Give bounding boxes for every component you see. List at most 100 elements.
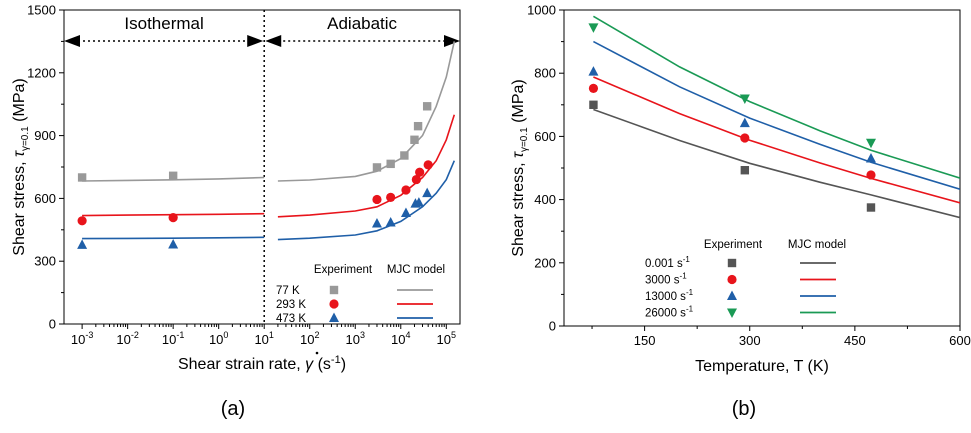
y-tick-label-b: 200 [534,255,556,270]
x-tick-label-a: 104 [391,330,410,347]
y-tick-label-a: 600 [34,191,56,206]
y-tick-label-b: 800 [534,66,556,81]
chart-a: 0 300 600 900 1200 1500 10-3 10-2 10-1 100 101 102 1… [11,3,461,373]
y-tick-label-b: 1000 [527,3,556,18]
legend-label: 293 K [276,299,306,311]
data-point [739,117,750,128]
x-tick-label-a: 105 [437,330,456,347]
y-tick-label-a: 1200 [27,65,56,80]
data-point [589,100,598,109]
legend-marker [329,299,339,309]
plot-area-a [77,41,456,249]
x-tick-label-a: 100 [209,330,228,347]
data-point [168,171,178,180]
data-point [740,166,750,175]
x-tick-label-b: 450 [844,333,866,348]
panel-label-b: (b) [732,398,756,420]
data-point [371,218,382,228]
legend-header-model: MJC model [788,239,846,251]
legend-header-experiment: Experiment [314,264,373,276]
data-point [410,135,419,144]
y-tick-label-a: 300 [34,254,56,269]
y-tick-label-b: 0 [549,319,556,334]
legend-label: 77 K [276,285,300,297]
region-label-isothermal: Isothermal [124,14,203,33]
model-line [277,114,456,218]
plot-area-b [588,15,960,219]
arrow-head-left-icon [265,35,282,47]
y-tick-label-a: 0 [49,317,56,332]
data-point [865,138,876,149]
x-tick-label-b: 300 [739,333,761,348]
x-tick-label-b: 150 [634,333,656,348]
plot-frame-a [63,9,461,325]
legend-label: 13000 s-1 [645,288,694,303]
data-point [413,197,424,207]
x-tick-label-b: 600 [949,333,971,348]
legend-label: 0.001 s-1 [645,255,690,270]
data-point [588,23,599,33]
data-point [385,216,396,227]
chart-b: 0 200 400 600 800 1000 150 300 450 600 Experiment M… [510,3,971,376]
legend-label: 3000 s-1 [645,272,687,287]
model-line [593,108,960,219]
x-axis-label-a: Shear strain rate, γ (s-1) [178,354,346,373]
data-point [866,170,876,180]
arrow-head-right-icon [247,35,264,47]
data-point [739,94,750,104]
model-line [593,76,960,204]
data-point [866,203,876,212]
data-point [168,238,179,249]
data-point [423,160,433,170]
legend-marker [329,312,339,322]
data-point [865,153,876,163]
legend-label: 473 K [276,313,306,325]
dot-accent [315,351,319,355]
data-point [77,216,87,226]
legend-marker [727,258,737,268]
data-point [401,185,411,195]
data-point [415,167,425,177]
legend-marker [727,274,737,285]
panel-label-a: (a) [221,398,245,420]
model-line [277,41,456,182]
data-point [386,192,396,202]
legend-marker [727,308,737,318]
arrow-head-right-icon [444,35,460,47]
data-point [372,163,382,172]
data-point [400,151,409,160]
y-tick-label-b: 600 [534,129,556,144]
data-point [77,239,88,249]
legend-marker [727,290,737,300]
data-point [588,66,599,76]
x-tick-label-a: 101 [254,330,273,347]
model-line [82,236,265,240]
legend-label: 26000 s-1 [645,305,694,320]
data-point [386,159,395,169]
x-tick-label-a: 103 [346,330,365,347]
data-point [413,121,423,131]
data-point [77,173,87,182]
y-tick-label-a: 900 [34,128,56,143]
model-line [277,160,456,241]
data-point [372,194,382,205]
legend-header-experiment: Experiment [704,239,763,251]
data-point [411,174,421,185]
data-point [400,207,411,218]
region-label-adiabatic: Adiabatic [327,14,397,33]
x-tick-label-a: 10-3 [71,330,93,347]
y-tick-label-a: 1500 [27,3,56,18]
data-point [422,187,433,198]
x-tick-label-a: 10-1 [162,330,184,347]
x-axis-label-b: Temperature, T (K) [695,358,829,375]
x-tick-label-a: 102 [300,330,319,347]
model-line [592,15,960,179]
data-point [740,133,750,143]
data-point [588,83,599,93]
model-line [593,40,960,190]
data-point [422,102,432,111]
y-axis-label-b: Shear stress, τγ=0.1 (MPa) [510,79,530,256]
data-point [168,213,178,223]
arrow-head-left-icon [64,35,80,47]
